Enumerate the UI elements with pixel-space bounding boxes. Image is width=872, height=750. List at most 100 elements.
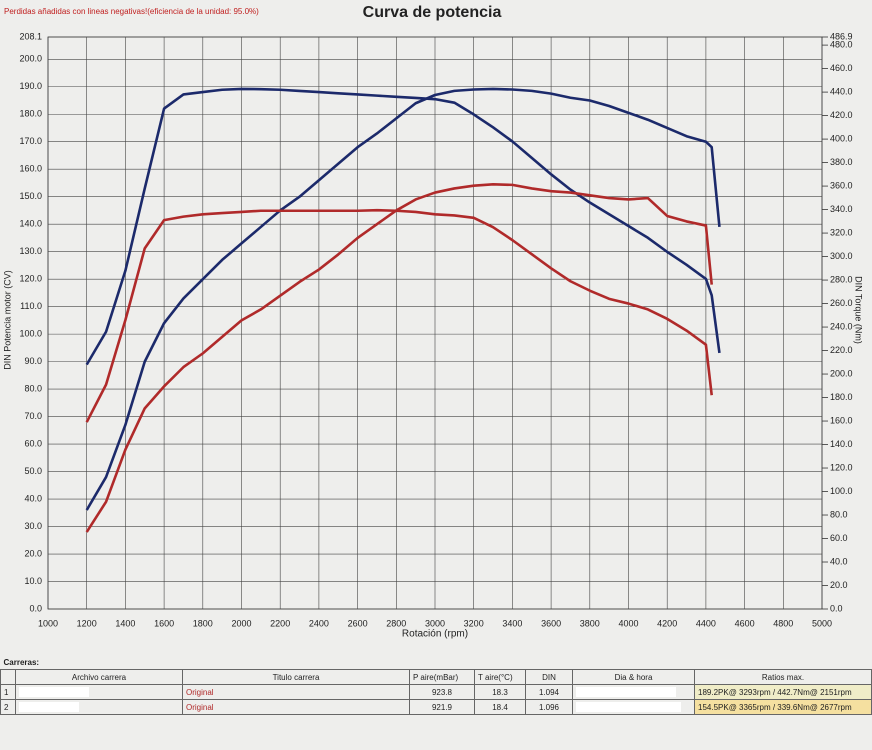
cell: 1 <box>0 684 16 700</box>
y2-tick-label: 486.9 <box>830 31 853 41</box>
y2-tick-label: 100.0 <box>830 486 853 496</box>
series-line <box>85 183 713 533</box>
series-line <box>85 87 721 366</box>
y2-tick-label: 360.0 <box>830 180 853 190</box>
x-tick-label: 1000 <box>38 618 58 628</box>
y-tick-label: 140.0 <box>19 219 42 229</box>
x-tick-label: 1200 <box>77 618 97 628</box>
y2-tick-label: 80.0 <box>830 509 848 519</box>
y-tick-label: 0.0 <box>29 603 42 613</box>
x-tick-label: 2600 <box>348 618 368 628</box>
y2-tick-label: 220.0 <box>830 345 853 355</box>
x-tick-label: 3200 <box>464 618 484 628</box>
x-tick-label: 3400 <box>502 618 522 628</box>
x-tick-label: 2800 <box>386 618 406 628</box>
y-tick-label: 150.0 <box>19 191 42 201</box>
y2-tick-label: 340.0 <box>830 204 853 214</box>
header: DIN <box>525 669 573 685</box>
series-line <box>85 87 721 511</box>
header: Titulo carrera <box>182 669 410 685</box>
cell: 189.2PK@ 3293rpm / 442.7Nm@ 2151rpm <box>694 684 872 700</box>
header: Dia & hora <box>572 669 695 685</box>
header: P aire(mBar) <box>409 669 475 685</box>
y2-tick-label: 460.0 <box>830 63 853 73</box>
y-tick-label: 208.1 <box>19 31 42 41</box>
y-tick-label: 10.0 <box>24 576 42 586</box>
redacted <box>15 684 183 700</box>
y2-axis-label: DIN Torque (Nm) <box>854 276 864 344</box>
y2-tick-label: 280.0 <box>830 274 853 284</box>
x-tick-label: 5000 <box>812 618 832 628</box>
table-caption: Carreras: <box>3 657 40 667</box>
cell: 1.094 <box>525 684 573 700</box>
redacted <box>572 684 695 700</box>
y2-tick-label: 440.0 <box>830 86 853 96</box>
y-tick-label: 180.0 <box>19 109 42 119</box>
y2-tick-label: 180.0 <box>830 392 853 402</box>
y-tick-label: 60.0 <box>24 438 42 448</box>
y-tick-label: 200.0 <box>19 54 42 64</box>
cell: 923.8 <box>409 684 475 700</box>
x-tick-label: 1400 <box>115 618 135 628</box>
y-tick-label: 120.0 <box>19 274 42 284</box>
chart: Perdidas añadidas con lineas negativas!(… <box>2 4 864 640</box>
y-tick-label: 110.0 <box>20 301 42 311</box>
x-tick-label: 4200 <box>657 618 677 628</box>
y-axis-label: DIN Potencia motor (CV) <box>2 270 12 370</box>
y2-tick-label: 240.0 <box>830 321 853 331</box>
y2-tick-label: 120.0 <box>830 462 853 472</box>
x-tick-label: 4600 <box>735 618 755 628</box>
x-tick-label: 1600 <box>154 618 174 628</box>
y-tick-label: 100.0 <box>19 329 42 339</box>
y2-tick-label: 300.0 <box>830 251 853 261</box>
y2-tick-label: 140.0 <box>830 439 853 449</box>
redacted <box>15 699 183 715</box>
y2-tick-label: 420.0 <box>830 110 853 120</box>
y-tick-label: 170.0 <box>19 136 42 146</box>
chart-title: Curva de potencia <box>363 4 502 21</box>
y-tick-label: 40.0 <box>24 493 42 503</box>
header: Archivo carrera <box>15 669 183 685</box>
y2-tick-label: 260.0 <box>830 298 853 308</box>
cell: 2 <box>0 699 16 715</box>
x-tick-label: 4800 <box>773 618 793 628</box>
x-tick-label: 3000 <box>425 618 445 628</box>
x-tick-label: 3600 <box>541 618 561 628</box>
x-tick-label: 2200 <box>270 618 290 628</box>
x-tick-label: 4000 <box>618 618 638 628</box>
y-tick-label: 190.0 <box>19 81 42 91</box>
redacted <box>572 699 695 715</box>
note: Perdidas añadidas con lineas negativas!(… <box>4 7 259 16</box>
runs-table: Carreras: Archivo carrera Titulo carrera… <box>0 655 872 715</box>
y2-tick-label: 0.0 <box>830 603 843 613</box>
y-tick-label: 160.0 <box>19 164 42 174</box>
y-tick-label: 30.0 <box>24 521 42 531</box>
y2-tick-label: 380.0 <box>830 157 853 167</box>
y-tick-label: 130.0 <box>19 246 42 256</box>
y2-tick-label: 320.0 <box>830 227 853 237</box>
series-line <box>85 208 713 423</box>
cell: Original <box>182 699 410 715</box>
x-axis-label: Rotación (rpm) <box>402 629 468 640</box>
header: Ratios max. <box>694 669 872 685</box>
x-tick-label: 2000 <box>231 618 251 628</box>
y2-tick-label: 20.0 <box>830 580 848 590</box>
cell: Original <box>182 684 410 700</box>
cell: 18.3 <box>474 684 526 700</box>
y2-tick-label: 40.0 <box>830 556 848 566</box>
y-tick-label: 20.0 <box>24 548 42 558</box>
header: T aire(°C) <box>474 669 526 685</box>
y2-tick-label: 160.0 <box>830 415 853 425</box>
y-tick-label: 80.0 <box>24 383 42 393</box>
x-tick-label: 2400 <box>309 618 329 628</box>
y2-tick-label: 200.0 <box>830 368 853 378</box>
cell: 921.9 <box>409 699 475 715</box>
x-tick-label: 3800 <box>580 618 600 628</box>
y-tick-label: 50.0 <box>24 466 42 476</box>
x-tick-label: 1800 <box>193 618 213 628</box>
cell: 1.096 <box>525 699 573 715</box>
cell: 18.4 <box>474 699 526 715</box>
y-tick-label: 70.0 <box>24 411 42 421</box>
y2-tick-label: 60.0 <box>830 533 848 543</box>
